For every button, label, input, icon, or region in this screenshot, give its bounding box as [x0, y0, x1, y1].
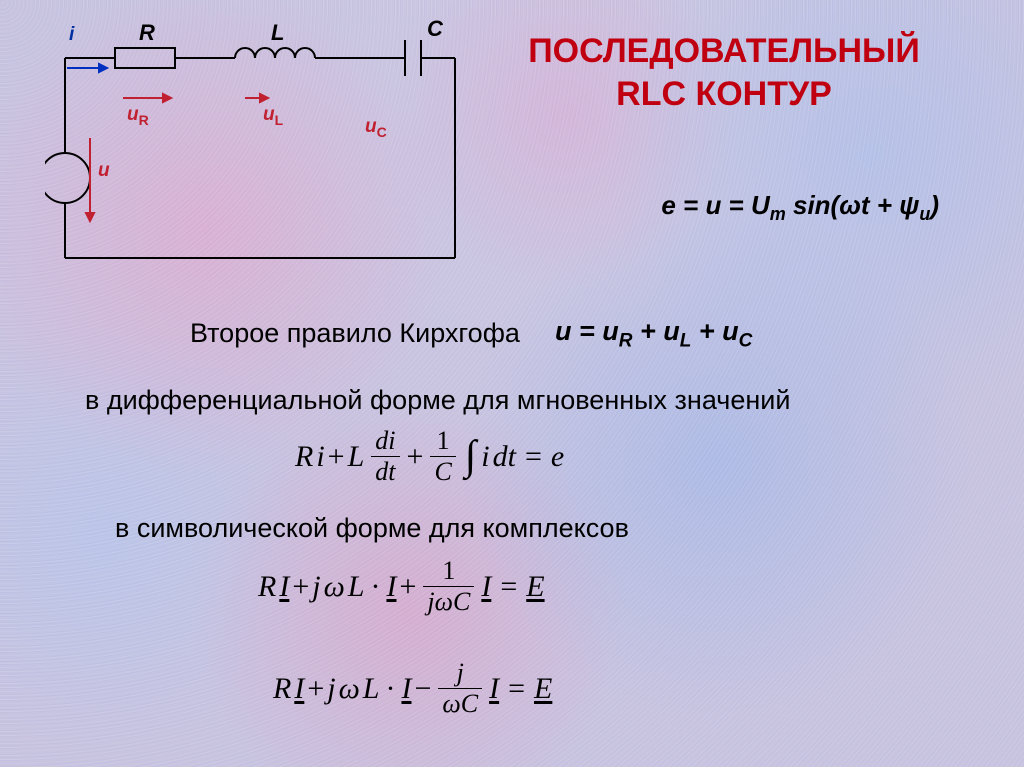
fraction-j-wc: j ωC: [438, 660, 482, 717]
inductor-label: L: [271, 20, 284, 46]
symbolic-equation-2: RI + jωL · I − j ωC I = E: [273, 660, 552, 717]
symbolic-label: в символической форме для комплексов: [115, 513, 629, 544]
differential-equation: Ri + L di dt + 1 C ∫ idt = e: [295, 428, 564, 485]
differential-label: в дифференциальной форме для мгновенных …: [85, 385, 790, 416]
ur-label: uR: [127, 104, 149, 128]
rlc-circuit-diagram: i R L C uR uL uC u: [45, 28, 470, 273]
integral-sign: ∫: [465, 440, 477, 474]
kirchhoff-equation: u = uR + uL + uC: [555, 316, 752, 352]
kirchhoff-label: Второе правило Кирхгофа: [190, 318, 520, 349]
ul-label: uL: [263, 104, 283, 128]
symbolic-equation-1: RI + jωL · I + 1 jωC I = E: [258, 558, 545, 615]
fraction-1-c: 1 C: [430, 428, 455, 485]
current-label: i: [69, 24, 74, 46]
u-source-label: u: [98, 160, 110, 182]
slide-title: ПОСЛЕДОВАТЕЛЬНЫЙ RLC КОНТУР: [484, 30, 964, 115]
resistor-label: R: [139, 20, 155, 46]
circuit-svg: [45, 28, 470, 273]
fraction-1-jwc: 1 jωC: [423, 558, 474, 615]
capacitor-label: C: [427, 16, 443, 42]
source-equation: e = u = Um sin(ωt + ψu): [661, 190, 939, 225]
uc-label: uC: [365, 116, 387, 140]
fraction-di-dt: di dt: [371, 428, 399, 485]
title-line-1: ПОСЛЕДОВАТЕЛЬНЫЙ: [528, 32, 920, 70]
title-line-2: RLC КОНТУР: [616, 75, 832, 113]
